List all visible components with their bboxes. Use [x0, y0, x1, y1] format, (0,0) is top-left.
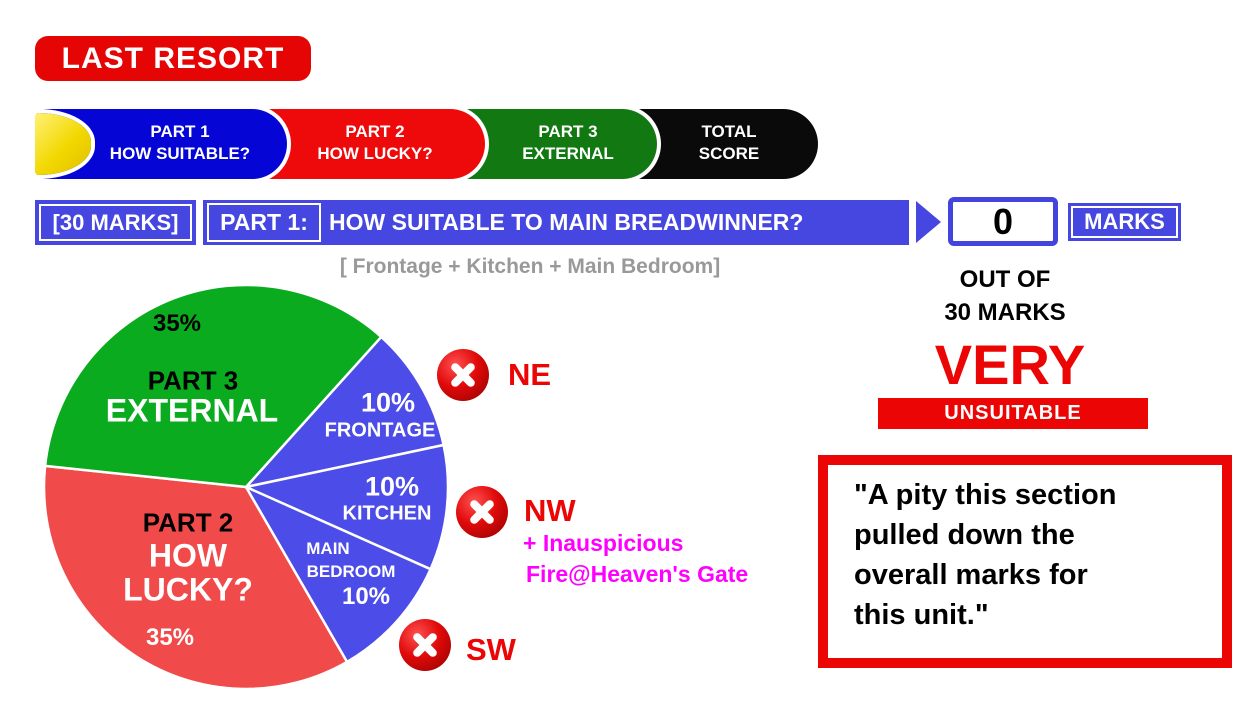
direction-sw: SW: [466, 632, 516, 667]
pie-label-bedroom: BEDROOM: [306, 562, 396, 581]
pie-label-part2-pct: 35%: [145, 624, 195, 651]
score-value-box: 0: [948, 197, 1058, 246]
pie-slice-part-3-external: [43, 283, 383, 489]
direction-nw: NW: [524, 493, 576, 528]
quote-line: "A pity this section: [854, 479, 1117, 511]
inauspicious-note-line2: Fire@Heaven's Gate: [526, 561, 749, 587]
inauspicious-note-line1: + Inauspicious: [523, 530, 684, 556]
pie-label-main: MAIN: [306, 539, 350, 558]
pie-label-bedroom-pct: 10%: [341, 583, 391, 610]
pie-label-frontage-pct: 10%: [360, 387, 416, 418]
quote-line: this unit.": [854, 599, 989, 631]
marks-label-box: MARKS: [1068, 203, 1181, 241]
pie-slice-kitchen: [244, 443, 450, 571]
pie-label-part3-pct: 35%: [152, 310, 202, 337]
pie-label-part3: PART 3: [147, 365, 239, 396]
part1-header-bar: PART 1: HOW SUITABLE TO MAIN BREADWINNER…: [203, 200, 909, 245]
marks-bracket: [30 MARKS]: [35, 200, 196, 245]
pie-label-kitchen-pct: 10%: [364, 471, 420, 502]
last-resort-badge: LAST RESORT: [35, 36, 311, 81]
cross-icon-nw: [456, 486, 508, 538]
pie-label-lucky: LUCKY?: [123, 571, 253, 608]
out-of-marks: OUT OF 30 MARKS: [944, 266, 1066, 326]
pie-chart: 35% PART 3 EXTERNAL 10% FRONTAGE 10% KIT…: [40, 281, 452, 693]
pie-label-how: HOW: [148, 537, 228, 574]
pie-label-frontage: FRONTAGE: [324, 419, 436, 442]
header-subtitle: [ Frontage + Kitchen + Main Bedroom]: [339, 255, 721, 278]
direction-ne: NE: [508, 357, 552, 392]
pie-label-kitchen: KITCHEN: [342, 502, 432, 525]
quote-box: "A pity this section pulled down the ove…: [818, 455, 1232, 668]
verdict-very: VERY: [934, 333, 1086, 396]
verdict-unsuitable-bar: UNSUITABLE: [878, 398, 1148, 429]
pie-slice-main-bedroom: [244, 485, 432, 664]
pie-label-external: EXTERNAL: [105, 392, 279, 429]
quote-line: pulled down the: [854, 519, 1075, 551]
cross-icon-sw: [399, 619, 451, 671]
part1-question: HOW SUITABLE TO MAIN BREADWINNER?: [329, 209, 804, 235]
part1-label: PART 1:: [207, 203, 321, 242]
pie-slice-frontage: [244, 335, 445, 489]
arrow-right-icon: [916, 201, 941, 243]
quote-line: overall marks for: [854, 559, 1088, 591]
pie-label-part2: PART 2: [142, 507, 234, 538]
cross-icon-ne: [437, 349, 489, 401]
pie-svg: [42, 283, 450, 691]
pie-slice-part-2-how-lucky-: [42, 464, 349, 691]
